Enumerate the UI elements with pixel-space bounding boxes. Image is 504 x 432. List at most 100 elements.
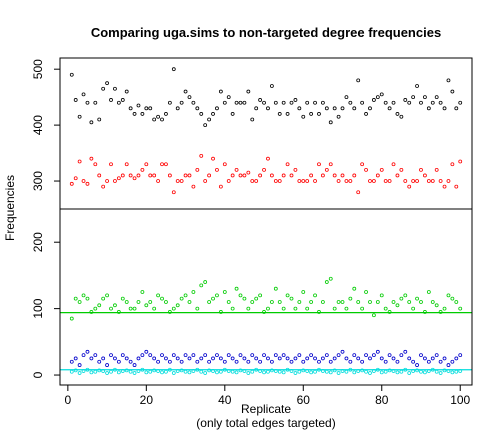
data-point (430, 179, 435, 183)
data-point (403, 98, 408, 102)
data-point (423, 370, 427, 375)
data-point (195, 167, 200, 172)
data-point (187, 95, 192, 100)
data-point (140, 112, 145, 116)
data-point (128, 359, 133, 364)
data-point (116, 176, 121, 181)
data-point (258, 173, 263, 178)
data-point (415, 179, 419, 183)
data-point (438, 100, 443, 105)
data-point (313, 293, 317, 298)
data-point (167, 359, 172, 364)
data-point (203, 353, 208, 358)
data-point (250, 353, 255, 358)
data-point (195, 359, 200, 364)
data-point (183, 293, 188, 298)
data-point (383, 179, 388, 183)
data-point (273, 369, 278, 373)
data-point (183, 173, 188, 178)
data-point (89, 310, 94, 314)
data-point (73, 356, 78, 361)
data-point (450, 162, 455, 167)
data-point (203, 123, 208, 128)
data-point (175, 303, 180, 308)
data-point (269, 359, 274, 364)
data-point (399, 353, 404, 358)
data-point (164, 356, 168, 361)
data-point (285, 162, 290, 167)
data-point (426, 359, 431, 364)
data-point (69, 359, 74, 364)
data-point (230, 173, 235, 178)
data-point (368, 356, 372, 361)
data-point (438, 310, 443, 314)
data-point (238, 368, 243, 373)
data-point (109, 98, 113, 102)
data-point (383, 306, 388, 311)
data-point (344, 356, 349, 361)
data-point (419, 353, 423, 358)
data-point (332, 173, 337, 178)
data-point (132, 176, 137, 181)
data-point (226, 369, 231, 373)
data-point (234, 100, 239, 105)
data-point (344, 306, 349, 311)
data-point (340, 173, 345, 178)
data-point (152, 173, 157, 178)
data-point (101, 296, 106, 301)
data-point (120, 173, 125, 178)
data-point (266, 106, 270, 111)
data-point (297, 353, 302, 358)
data-point (407, 300, 412, 304)
data-point (175, 356, 180, 361)
data-point (411, 306, 416, 311)
data-point (407, 184, 412, 189)
data-point (191, 369, 196, 373)
x-axis-label: Replicate (241, 402, 291, 416)
data-point (434, 95, 439, 100)
data-point (120, 296, 125, 301)
data-point (140, 353, 145, 358)
data-point (254, 106, 259, 111)
data-point (113, 303, 117, 308)
data-point (156, 114, 160, 119)
data-point (160, 353, 164, 358)
data-point (167, 100, 172, 105)
data-point (258, 369, 263, 373)
lower-series-0 (69, 276, 463, 321)
data-point (297, 106, 302, 111)
data-point (258, 359, 263, 364)
data-point (336, 300, 341, 304)
data-point (77, 159, 82, 164)
data-point (356, 78, 361, 83)
data-point (187, 300, 192, 304)
lower-series-1 (69, 349, 463, 367)
data-point (120, 98, 125, 102)
data-point (187, 370, 192, 375)
data-point (317, 112, 321, 116)
data-point (211, 112, 215, 116)
data-point (336, 114, 341, 119)
data-point (273, 179, 278, 183)
data-point (320, 173, 325, 178)
data-point (301, 368, 306, 373)
data-point (93, 369, 98, 374)
data-point (222, 367, 227, 372)
data-point (387, 310, 392, 314)
data-point (430, 356, 435, 361)
data-point (320, 300, 325, 304)
data-point (203, 280, 208, 284)
data-point (215, 106, 219, 111)
data-point (364, 353, 368, 358)
data-point (258, 98, 263, 102)
data-point (399, 114, 404, 119)
data-point (356, 190, 361, 195)
data-point (309, 370, 314, 375)
data-point (324, 167, 329, 172)
data-point (375, 300, 380, 304)
data-point (199, 283, 204, 288)
data-point (136, 356, 141, 361)
data-point (85, 181, 90, 186)
data-point (442, 306, 447, 311)
data-point (438, 179, 443, 183)
